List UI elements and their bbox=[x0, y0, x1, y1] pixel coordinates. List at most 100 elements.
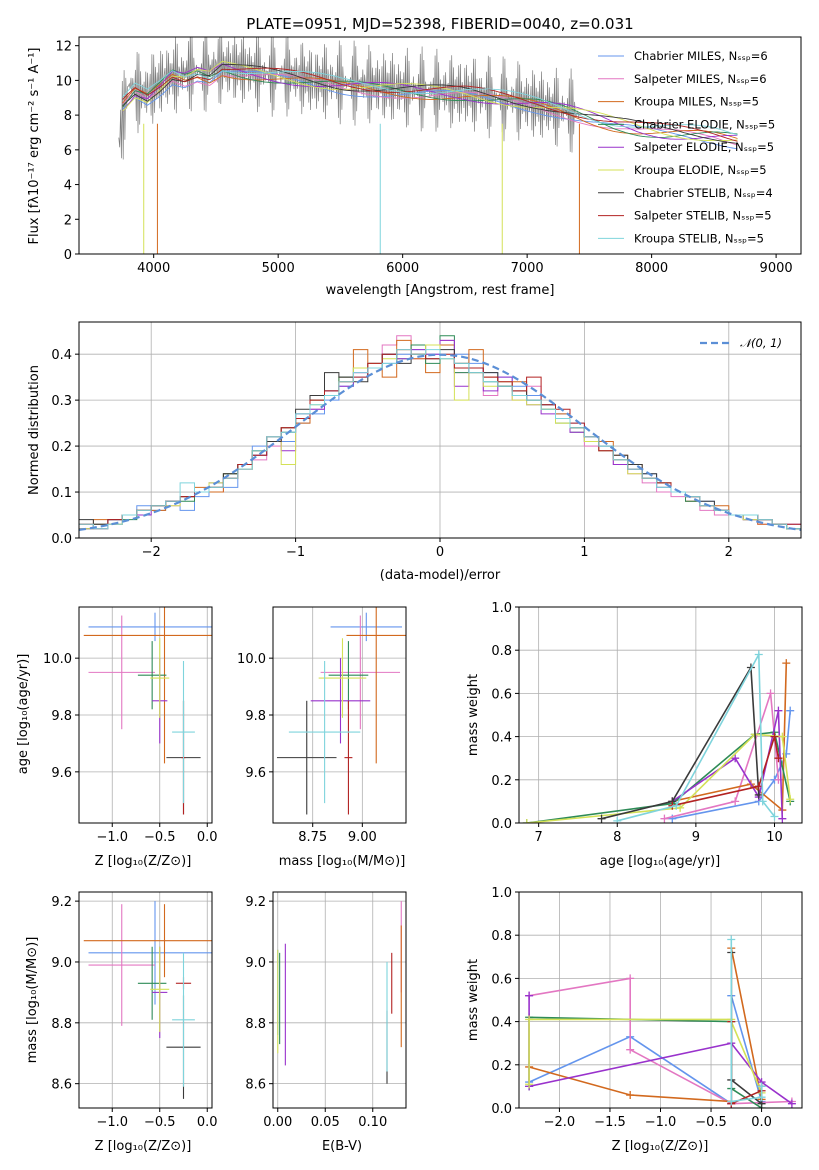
weight-age-xlabel: age [log₁₀(age/yr)] bbox=[600, 854, 721, 869]
x-tick-label: 0.0 bbox=[197, 830, 218, 845]
mass-vs-Z-marks bbox=[83, 901, 212, 1099]
x-tick-label: 0.00 bbox=[263, 1115, 292, 1130]
y-tick-label: 8.8 bbox=[245, 1017, 266, 1032]
y-tick-label: 0.6 bbox=[491, 687, 512, 702]
age-z-ylabel: age [log₁₀(age/yr)] bbox=[16, 654, 31, 775]
weight-marker bbox=[778, 732, 787, 741]
weight-marker bbox=[754, 782, 763, 791]
weight-marker bbox=[757, 1082, 766, 1091]
weight-line bbox=[672, 736, 780, 807]
model-spectrum-line bbox=[122, 67, 738, 142]
weight-marker bbox=[525, 1080, 534, 1089]
weight-marker bbox=[786, 795, 795, 804]
weight-marker bbox=[522, 819, 531, 823]
weight-line bbox=[528, 995, 763, 1106]
x-tick-label: 7000 bbox=[511, 261, 544, 276]
model-spectrum-line bbox=[122, 73, 738, 139]
model-spectrum-line bbox=[122, 63, 738, 140]
y-tick-label: 8.8 bbox=[51, 1017, 72, 1032]
weight-marker bbox=[766, 689, 775, 698]
x-tick-label: 2 bbox=[725, 545, 733, 560]
y-tick-label: 9.8 bbox=[51, 709, 72, 724]
y-tick-label: 0.2 bbox=[491, 774, 512, 789]
mass-vs-Z-frame bbox=[78, 891, 213, 1109]
spectrum-marks bbox=[118, 37, 738, 254]
spectrum-panel: Chabrier MILES, Nₛₛₚ=6 Salpeter MILES, Nₛ… bbox=[55, 36, 802, 276]
legend-label: Salpeter ELODIE, Nₛₛₚ=5 bbox=[634, 140, 774, 154]
model-spectrum-line bbox=[122, 60, 738, 141]
y-tick-label: 0.2 bbox=[51, 440, 72, 455]
weight-marker bbox=[727, 1097, 736, 1106]
x-tick-label: −1.0 bbox=[96, 830, 128, 845]
y-tick-label: 9.2 bbox=[51, 895, 72, 910]
legend-label: Chabrier MILES, Nₛₛₚ=6 bbox=[634, 49, 768, 63]
y-tick-label: 9.6 bbox=[245, 766, 266, 781]
y-tick-label: 8.6 bbox=[51, 1078, 72, 1093]
weight-marker bbox=[525, 1015, 534, 1024]
x-tick-label: −1.5 bbox=[594, 1115, 626, 1130]
weight-marker bbox=[754, 650, 763, 659]
weight-marker bbox=[626, 1045, 635, 1054]
weight-marker bbox=[660, 814, 669, 823]
weight-marker bbox=[597, 814, 606, 823]
y-tick-label: 9.8 bbox=[245, 709, 266, 724]
y-tick-label: 10.0 bbox=[237, 652, 266, 667]
x-tick-label: −1 bbox=[286, 545, 305, 560]
y-tick-label: 0.4 bbox=[51, 348, 72, 363]
mass-z-xlabel: Z [log₁₀(Z/Z⊙)] bbox=[95, 1139, 192, 1154]
weight-marker bbox=[778, 814, 787, 823]
weight-line bbox=[528, 1016, 763, 1108]
x-tick-label: 8000 bbox=[635, 261, 668, 276]
x-tick-label: 0 bbox=[436, 545, 444, 560]
weight-marker bbox=[525, 991, 534, 1000]
y-tick-label: 8.6 bbox=[245, 1078, 266, 1093]
weight-marker bbox=[731, 797, 740, 806]
model-spectrum-line bbox=[122, 74, 738, 146]
weight-marker bbox=[731, 754, 740, 763]
residuals-ylabel: Normed distribution bbox=[27, 365, 42, 495]
y-tick-label: 6 bbox=[64, 144, 72, 159]
x-tick-label: 0.0 bbox=[197, 1115, 218, 1130]
x-tick-label: 0.0 bbox=[751, 1115, 772, 1130]
weight-age-ylabel: mass weight bbox=[466, 674, 481, 756]
y-tick-label: 9.0 bbox=[245, 956, 266, 971]
x-tick-label: −0.5 bbox=[144, 1115, 176, 1130]
y-tick-label: 1.0 bbox=[491, 886, 512, 901]
spectrum-frame bbox=[78, 36, 802, 255]
y-tick-label: 0.0 bbox=[491, 1102, 512, 1117]
age-vs-Z-marks bbox=[83, 607, 212, 815]
y-tick-label: 0.3 bbox=[51, 394, 72, 409]
x-tick-label: 10 bbox=[766, 830, 783, 845]
weight-marker bbox=[770, 812, 779, 821]
x-tick-label: 9000 bbox=[760, 261, 793, 276]
x-tick-label: −2.0 bbox=[544, 1115, 576, 1130]
x-tick-label: 8 bbox=[613, 830, 621, 845]
y-tick-label: 0.4 bbox=[491, 1016, 512, 1031]
mass-z-ylabel: mass [log₁₀(M/M⊙)] bbox=[25, 937, 40, 1064]
x-tick-label: −0.5 bbox=[695, 1115, 727, 1130]
y-tick-label: 0.6 bbox=[491, 972, 512, 987]
weight-marker bbox=[758, 797, 767, 806]
x-tick-label: 9.00 bbox=[348, 830, 377, 845]
legend-label: Chabrier ELODIE, Nₛₛₚ=5 bbox=[634, 117, 775, 131]
weight-line bbox=[601, 664, 760, 820]
weight-marker bbox=[782, 659, 791, 668]
age-vs-mass-marks bbox=[276, 607, 406, 815]
weight-line bbox=[528, 1018, 763, 1094]
y-tick-label: 0.1 bbox=[51, 486, 72, 501]
x-tick-label: −1.0 bbox=[96, 1115, 128, 1130]
legend-label: Salpeter STELIB, Nₛₛₚ=5 bbox=[634, 209, 772, 223]
weight-vs-age-frame bbox=[518, 606, 803, 824]
spectrum-title: PLATE=0951, MJD=52398, FIBERID=0040, z=0… bbox=[246, 15, 633, 33]
weight-line bbox=[730, 939, 763, 1103]
y-tick-label: 0.4 bbox=[491, 731, 512, 746]
weight-marker bbox=[727, 935, 736, 944]
y-tick-label: 10 bbox=[55, 74, 72, 89]
weight-z-xlabel: Z [log₁₀(Z/Z⊙)] bbox=[612, 1139, 709, 1154]
weight-vs-Z-marks bbox=[525, 935, 796, 1108]
x-tick-label: 0.05 bbox=[311, 1115, 340, 1130]
y-tick-label: 12 bbox=[55, 40, 72, 55]
mass-ebv-xlabel: E(B-V) bbox=[322, 1139, 362, 1154]
y-tick-label: 9.2 bbox=[245, 895, 266, 910]
y-tick-label: 0 bbox=[64, 248, 72, 263]
